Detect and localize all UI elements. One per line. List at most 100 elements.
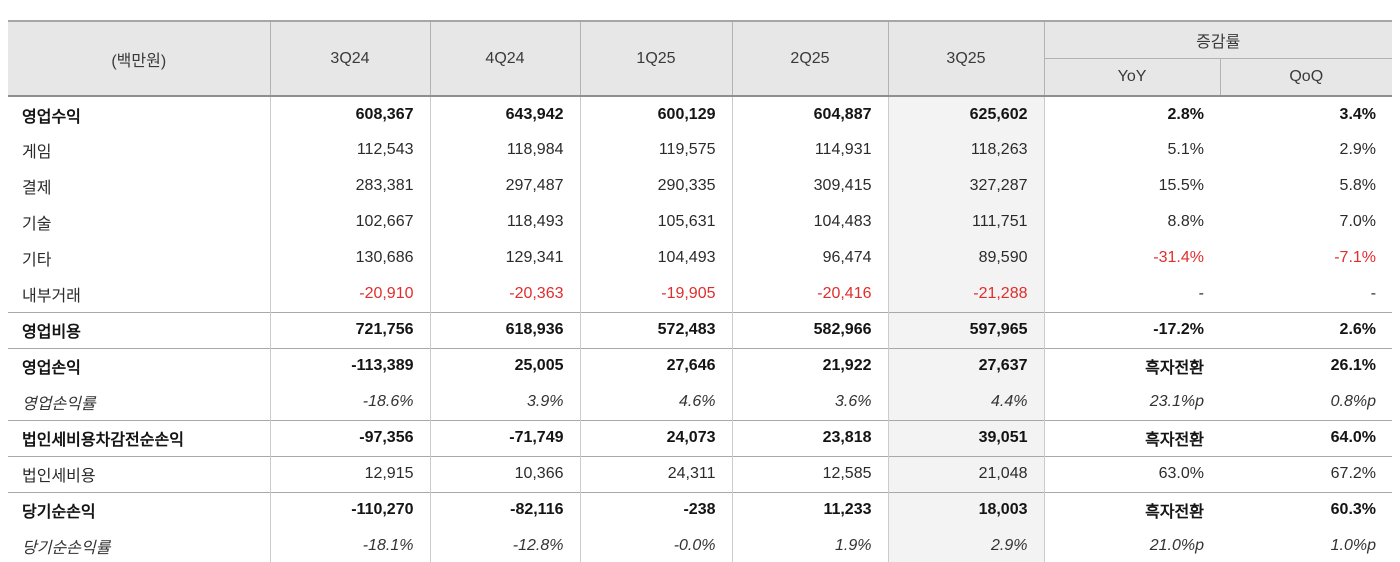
cell-3q25: 4.4% — [888, 384, 1045, 420]
cell-yoy: 8.8% — [1167, 213, 1204, 230]
quarter-header-3q24: 3Q24 — [270, 21, 431, 96]
cell-3q25: 18,003 — [888, 491, 1045, 528]
cell-4q24: -12.8% — [430, 528, 581, 562]
cell-yoy: 흑자전환 — [1044, 491, 1220, 528]
cell-yoy: 23.1%p — [1149, 392, 1204, 410]
cell-yoy: 5.1% — [1167, 141, 1204, 158]
row-label: 당기순손익률 — [8, 528, 271, 562]
cell-qoq: 3.4% — [1339, 105, 1377, 123]
cell-2q25: 604,887 — [732, 96, 889, 132]
cell-1q25: 572,483 — [580, 311, 733, 348]
row-label: 영업수익 — [8, 96, 271, 132]
cell-2q25: 11,233 — [732, 491, 889, 528]
cell-3q24: -18.6% — [270, 384, 431, 420]
cell-1q25: 4.6% — [580, 384, 733, 420]
cell-qoq: 7.0% — [1339, 213, 1377, 230]
cell-3q25: 327,287 — [888, 168, 1045, 204]
cell-2q25: 23,818 — [732, 419, 889, 456]
cell-2q25: 104,483 — [732, 204, 889, 240]
cell-qoq: 26.1% — [1220, 347, 1393, 384]
row-label: 기타 — [8, 240, 271, 276]
cell-4q24: 618,936 — [430, 311, 581, 348]
cell-2q25: 309,415 — [732, 168, 889, 204]
cell-yoy: 흑자전환 — [1044, 347, 1220, 384]
cell-3q25: 27,637 — [888, 347, 1045, 384]
cell-1q25: -238 — [580, 491, 733, 528]
cell-qoq: - — [1370, 284, 1377, 302]
cell-3q24: 12,915 — [270, 455, 431, 492]
cell-1q25: 27,646 — [580, 347, 733, 384]
cell-4q24: 129,341 — [430, 240, 581, 276]
quarter-header-3q25: 3Q25 — [888, 21, 1045, 96]
table-row: 게임 112,543 118,984 119,575 114,931 118,263 5.1… — [8, 132, 1392, 168]
cell-2q25: 12,585 — [732, 455, 889, 492]
cell-3q24: -113,389 — [270, 347, 431, 384]
cell-1q25: -19,905 — [580, 276, 733, 312]
table-row: 법인세비용 12,915 10,366 24,311 12,585 21,048 63.0%… — [8, 455, 1393, 492]
table-row: 당기순손익률 -18.1% -12.8% -0.0% 1.9% 2.9% 21.0%p 1.0… — [8, 528, 1392, 562]
cell-qoq: -7.1% — [1334, 249, 1377, 266]
cell-1q25: 119,575 — [580, 132, 733, 168]
cell-3q25: -21,288 — [888, 276, 1045, 312]
row-label: 결제 — [8, 168, 271, 204]
cell-qoq: 1.0%p — [1330, 536, 1377, 554]
cell-qoq: 67.2% — [1220, 455, 1393, 492]
cell-3q24: -20,910 — [270, 276, 431, 312]
cell-4q24: -82,116 — [430, 491, 581, 528]
table-row: 결제 283,381 297,487 290,335 309,415 327,287 15.… — [8, 168, 1392, 204]
table-header: (백만원) 3Q24 4Q24 1Q25 2Q25 3Q25 증감률 YoY Q… — [8, 21, 1393, 96]
cell-4q24: 10,366 — [430, 455, 581, 492]
qoq-header-cell: QoQ — [1220, 58, 1393, 96]
cell-1q25: 600,129 — [580, 96, 733, 132]
cell-qoq: 60.3% — [1220, 491, 1393, 528]
cell-1q25: -0.0% — [580, 528, 733, 562]
cell-qoq: 5.8% — [1339, 177, 1377, 194]
cell-2q25: 1.9% — [732, 528, 889, 562]
cell-3q25: 21,048 — [888, 455, 1045, 492]
table-row: 법인세비용차감전순손익 -97,356 -71,749 24,073 23,818 39,… — [8, 419, 1393, 456]
cell-4q24: 3.9% — [430, 384, 581, 420]
cell-2q25: 114,931 — [732, 132, 889, 168]
cell-yoy: - — [1198, 284, 1204, 302]
unit-header-cell: (백만원) — [8, 21, 271, 96]
quarterly-financials-table: (백만원) 3Q24 4Q24 1Q25 2Q25 3Q25 증감률 YoY Q… — [8, 20, 1393, 562]
cell-4q24: -20,363 — [430, 276, 581, 312]
cell-yoy: 흑자전환 — [1044, 419, 1220, 456]
cell-4q24: 118,493 — [430, 204, 581, 240]
cell-qoq: 2.9% — [1339, 141, 1377, 158]
row-label: 법인세비용 — [8, 455, 271, 492]
cell-1q25: 24,311 — [580, 455, 733, 492]
cell-qoq: 2.6% — [1220, 311, 1393, 348]
cell-3q24: -18.1% — [270, 528, 431, 562]
cell-3q24: 102,667 — [270, 204, 431, 240]
quarter-header-2q25: 2Q25 — [732, 21, 889, 96]
cell-3q24: -97,356 — [270, 419, 431, 456]
cell-2q25: 3.6% — [732, 384, 889, 420]
row-label: 내부거래 — [8, 276, 271, 312]
cell-qoq: 0.8%p — [1330, 392, 1377, 410]
cell-3q25: 597,965 — [888, 311, 1045, 348]
table-row: 기술 102,667 118,493 105,631 104,483 111,751 8.8… — [8, 204, 1392, 240]
cell-3q25: 118,263 — [888, 132, 1045, 168]
cell-yoy: -17.2% — [1044, 311, 1220, 348]
cell-3q25: 89,590 — [888, 240, 1045, 276]
table-body: 영업수익 608,367 643,942 600,129 604,887 625,602 2… — [8, 96, 1393, 562]
cell-4q24: -71,749 — [430, 419, 581, 456]
table-row: 영업수익 608,367 643,942 600,129 604,887 625,602 2… — [8, 96, 1392, 132]
cell-4q24: 643,942 — [430, 96, 581, 132]
row-label: 영업손익 — [8, 347, 271, 384]
row-label: 영업손익률 — [8, 384, 271, 420]
cell-3q24: 112,543 — [270, 132, 431, 168]
cell-4q24: 118,984 — [430, 132, 581, 168]
cell-1q25: 24,073 — [580, 419, 733, 456]
table-row: 영업손익률 -18.6% 3.9% 4.6% 3.6% 4.4% 23.1%p 0.8%p — [8, 384, 1392, 420]
cell-4q24: 25,005 — [430, 347, 581, 384]
cell-2q25: 582,966 — [732, 311, 889, 348]
cell-2q25: 21,922 — [732, 347, 889, 384]
table-row: 내부거래 -20,910 -20,363 -19,905 -20,416 -21,288 -… — [8, 276, 1392, 312]
table-row: 영업손익 -113,389 25,005 27,646 21,922 27,637 흑자전환… — [8, 347, 1393, 384]
cell-3q25: 625,602 — [888, 96, 1045, 132]
cell-3q25: 39,051 — [888, 419, 1045, 456]
row-label: 당기순손익 — [8, 491, 271, 528]
table-row: 기타 130,686 129,341 104,493 96,474 89,590 -31.4… — [8, 240, 1392, 276]
